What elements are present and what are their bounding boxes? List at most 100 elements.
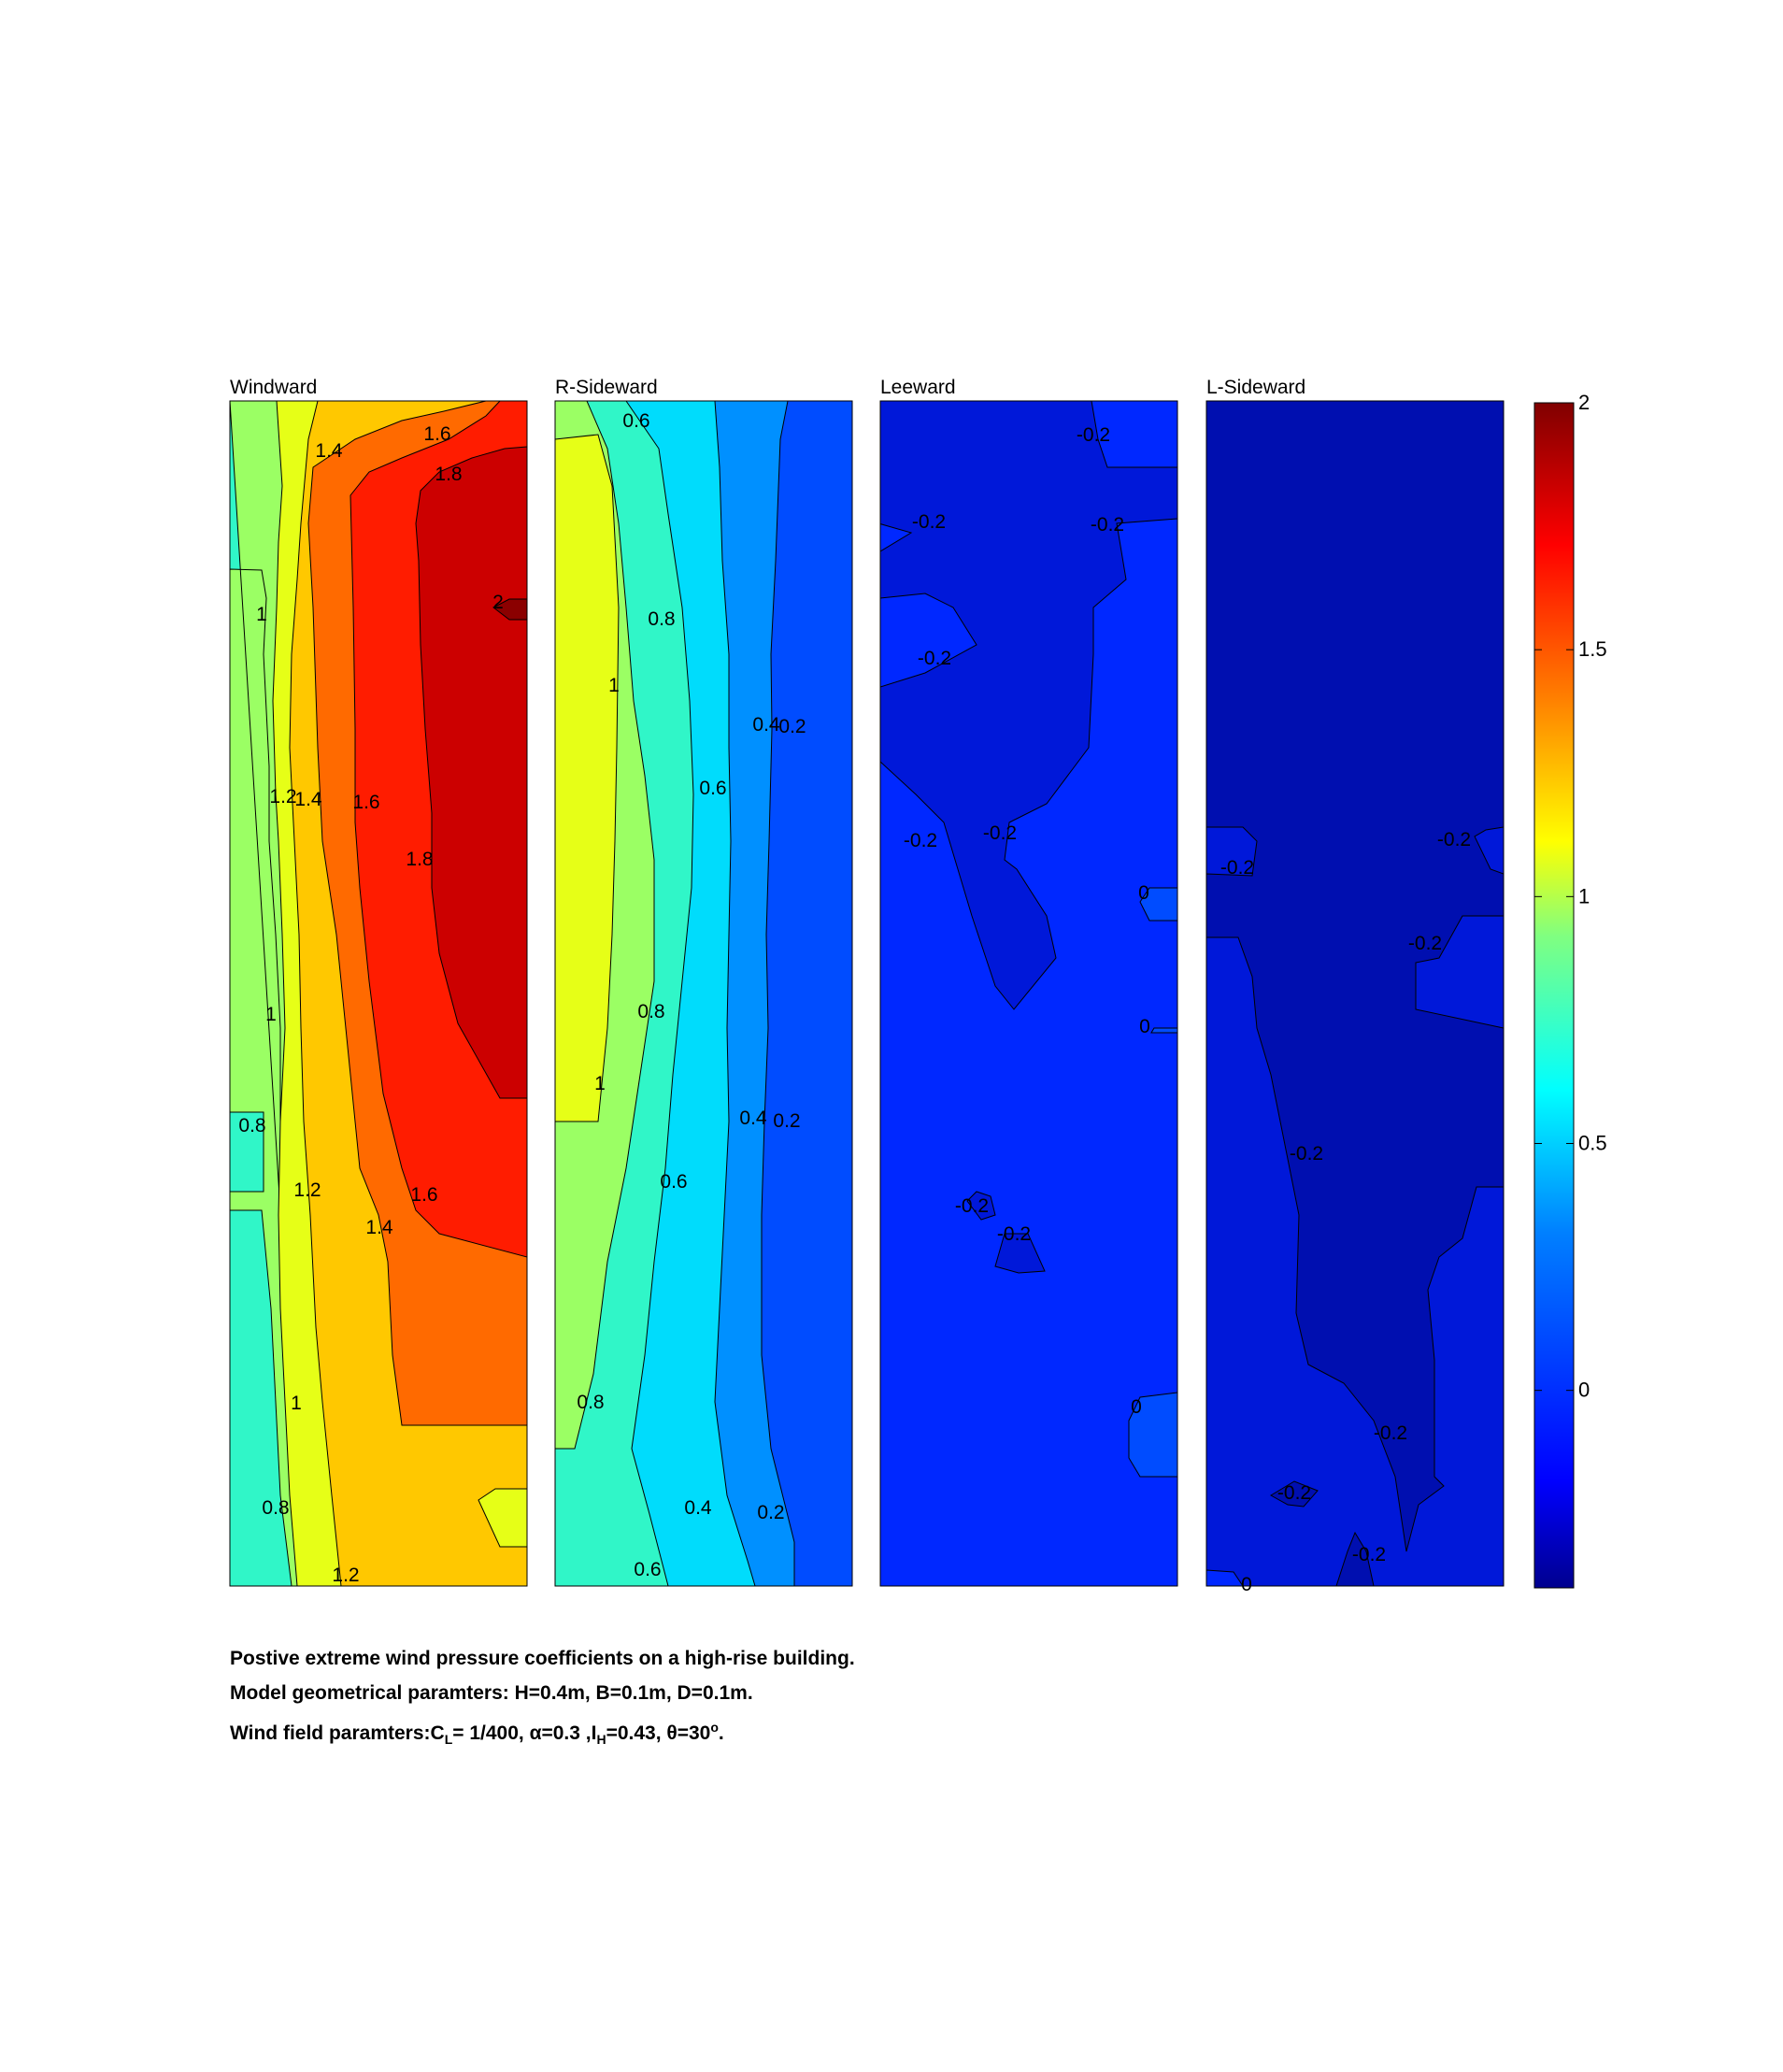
contour-label: -0.2 (904, 830, 937, 851)
contour-label: 0 (1131, 1396, 1142, 1418)
contour-label: 1.8 (435, 464, 462, 485)
region-level-minus-0-4 (1206, 401, 1504, 1552)
contour-label: 0.8 (262, 1497, 289, 1519)
caption-line-1: Postive extreme wind pressure coefficien… (230, 1648, 855, 1669)
contour-label: -0.2 (1352, 1544, 1386, 1565)
region-level-0-2-east-b (1150, 1027, 1177, 1034)
contour-label: 1 (608, 675, 620, 696)
contour-label: 0.2 (773, 1110, 800, 1132)
contour-label: 0.6 (622, 410, 649, 432)
contour-label: -0.2 (1290, 1143, 1323, 1165)
panel-frame-windward (229, 400, 528, 1587)
caption-line-3-mid2: =0.43, θ=30 (606, 1722, 711, 1744)
caption-sup-degree: o (710, 1720, 719, 1735)
contour-label: -0.2 (1077, 424, 1110, 446)
region-level-1-2 (555, 434, 620, 1122)
region-level-minus-0-4-island-b (1335, 1531, 1375, 1586)
colorbar: 2 1.5 1 0.5 0 (1533, 391, 1607, 1589)
contour-label: 0.8 (577, 1392, 604, 1413)
colorbar-tick-label: 1 (1578, 884, 1590, 907)
colorbar-ticks: 2 1.5 1 0.5 0 (1534, 391, 1607, 1402)
contour-label: -0.2 (983, 822, 1017, 844)
colorbar-gradient (1533, 402, 1575, 1589)
region-level-0-8-west (230, 1111, 264, 1193)
contour-label: 1.6 (352, 792, 379, 813)
panel-r-sideward: R-Sideward 0.60.810.40.20.60.810.4 0.20.6… (554, 377, 853, 1587)
contour-labels-r-sideward: 0.60.810.40.20.60.810.4 0.20.60.80.4 0.20.… (577, 410, 806, 1580)
contour-label: 0.4 (684, 1497, 712, 1519)
contour-labels-l-sideward: -0.2 -0.2 -0.2 -0.2 -0.2 -0.2 -0.2 0 (1220, 829, 1471, 1595)
panel-frame-l-sideward (1205, 400, 1505, 1587)
contour-label: 0 (1241, 1574, 1252, 1595)
contour-label: 0 (1139, 1016, 1150, 1037)
caption-line-2: Model geometrical paramters: H=0.4m, B=0… (230, 1682, 753, 1704)
contour-label: -0.2 (955, 1195, 989, 1217)
contour-label: 0.6 (699, 778, 726, 799)
colorbar-tick-label: 1.5 (1578, 637, 1607, 661)
region-level-0-0-corner (1206, 1569, 1244, 1586)
panel-title-leeward: Leeward (880, 377, 956, 398)
contour-label: 1.4 (294, 789, 322, 810)
contour-label: 0.4 (752, 714, 780, 736)
contour-label: 1.4 (315, 440, 343, 462)
contour-label: 2 (492, 592, 504, 613)
panel-title-r-sideward: R-Sideward (555, 377, 658, 398)
caption: Postive extreme wind pressure coefficien… (230, 1641, 855, 1757)
region-level-minus-0-2-island-b (994, 1233, 1046, 1274)
caption-line-3-prefix: Wind field paramters:C (230, 1722, 445, 1744)
panel-title-windward: Windward (230, 377, 317, 398)
colorbar-tick-label: 0.5 (1578, 1132, 1607, 1155)
caption-line-3: Wind field paramters:CL= 1/400, α=0.3 ,I… (230, 1710, 855, 1757)
region-level-0-2-east-c (1128, 1392, 1177, 1478)
contour-label: 1.2 (269, 786, 296, 807)
contour-label: 0.6 (660, 1171, 687, 1193)
contour-label: 1.6 (410, 1184, 437, 1206)
colorbar-tick-label: 2 (1578, 391, 1590, 414)
contour-label: -0.2 (997, 1223, 1031, 1245)
contour-label: 1 (265, 1004, 277, 1025)
panel-l-sideward: L-Sideward -0.2 -0.2 -0.2 -0.2 -0.2 -0.2 -0.2 0 (1205, 377, 1505, 1595)
contour-label: 1.4 (365, 1217, 393, 1238)
contour-label: 1.2 (293, 1179, 321, 1201)
contour-label: 0.2 (778, 716, 806, 737)
contour-label: 0.6 (634, 1559, 661, 1580)
contour-label: -0.2 (1408, 933, 1442, 954)
contour-label: 0.2 (757, 1502, 784, 1523)
contour-label: -0.2 (1437, 829, 1471, 850)
contour-label: -0.2 (1091, 514, 1124, 536)
colorbar-tick-label: 0 (1578, 1379, 1590, 1402)
contour-label: 1.6 (423, 423, 450, 445)
panel-leeward: Leeward -0.2-0.2 -0.2-0.2-0.2 -0.200-0.2-0… (879, 377, 1178, 1587)
contour-label: -0.2 (912, 511, 946, 533)
panel-title-l-sideward: L-Sideward (1206, 377, 1305, 398)
contour-label: 0.8 (637, 1001, 664, 1022)
contour-label: -0.2 (918, 648, 951, 669)
region-level-0-8-south (230, 1209, 292, 1586)
contour-label: 0 (1138, 882, 1149, 904)
region-level-0-2-east-a (1139, 887, 1177, 922)
contour-label: 1.2 (332, 1565, 359, 1586)
caption-sub-h: H (596, 1732, 606, 1748)
region-level-minus-0-2-island-a (966, 1191, 996, 1221)
contour-label: 0.8 (648, 608, 675, 630)
contour-label: 0.4 (739, 1107, 767, 1129)
caption-sub-l: L (444, 1732, 453, 1748)
region-level-minus-0-4-island-a (1270, 1480, 1319, 1508)
contour-label: 1 (291, 1393, 302, 1414)
contour-labels-leeward: -0.2 -0.2 -0.2 -0.2 -0.2 -0.2 0 0 -0.2 -0.2 0 (904, 424, 1150, 1418)
region-level-2-1 (492, 598, 527, 621)
contour-label: -0.2 (1220, 857, 1254, 879)
panel-frame-r-sideward (554, 400, 853, 1587)
contour-label: -0.2 (1374, 1422, 1407, 1444)
contour-label: 0.8 (238, 1115, 265, 1136)
caption-line-3-end: . (718, 1722, 724, 1744)
contour-label: -0.2 (1277, 1482, 1311, 1504)
region-level-1-2-island (478, 1488, 527, 1548)
region-level-minus-0-2 (880, 401, 1177, 1010)
contour-label: 1 (594, 1073, 606, 1094)
caption-line-3-mid: = 1/400, α=0.3 ,I (452, 1722, 597, 1744)
panel-frame-leeward (879, 400, 1178, 1587)
